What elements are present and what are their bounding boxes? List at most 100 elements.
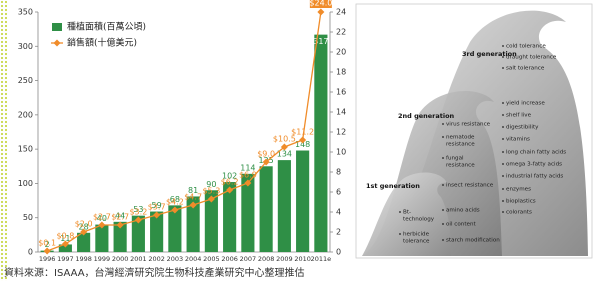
line-value-label: $5.3 xyxy=(202,187,220,196)
bar xyxy=(314,35,327,252)
y2-tick-label: 16 xyxy=(336,88,346,97)
generation-label: 2nd generation xyxy=(398,112,455,120)
bullet xyxy=(502,114,504,116)
x-tick-label: 2005 xyxy=(203,255,220,263)
bullet xyxy=(502,211,504,213)
line-value-label: $3.7 xyxy=(148,203,166,212)
line-value-label: $3.2 xyxy=(129,208,147,217)
y-tick-label: 0 xyxy=(28,248,33,257)
line-value-label: $6.2 xyxy=(221,178,239,187)
y2-tick-label: 12 xyxy=(336,128,346,137)
trait-item: oil content xyxy=(446,222,477,228)
line-marker xyxy=(317,9,324,16)
trait-item: yield increase xyxy=(506,101,545,107)
bullet xyxy=(502,163,504,165)
y-tick-label: 300 xyxy=(18,42,33,51)
trait-item: bioplastics xyxy=(506,199,536,205)
y2-tick-label: 18 xyxy=(336,68,346,77)
page: 資料來源：ISAAA，台灣經濟研究院生物科技產業研究中心整理推估 0 50 100 1… xyxy=(0,0,597,281)
bullet xyxy=(502,200,504,202)
trait-item: industrial fatty acids xyxy=(506,174,563,180)
y-tick-label: 50 xyxy=(23,213,33,222)
trait-item: cold tolerance xyxy=(506,44,546,50)
diagram-shapes xyxy=(356,4,592,258)
legend-label: 種植面積(百萬公頃) xyxy=(67,21,146,33)
bullet xyxy=(502,67,504,69)
y-tick-label: 200 xyxy=(18,110,33,119)
trait-item: starch modification xyxy=(446,238,500,244)
x-tick-label: 2011e xyxy=(311,255,332,263)
bullet xyxy=(399,233,401,235)
y2-tick-label: 2 xyxy=(336,228,341,237)
x-tick-label: 2006 xyxy=(221,255,238,263)
x-tick-label: 2002 xyxy=(148,255,165,263)
y2-tick-label: 20 xyxy=(336,48,346,57)
trait-item: resistance xyxy=(446,142,475,148)
line-value-label: $0.1 xyxy=(38,239,56,248)
trait-item: resistance xyxy=(446,163,475,169)
bar-value-label: 317 xyxy=(313,37,328,46)
line-value-label: $11.2 xyxy=(291,128,314,137)
bullet xyxy=(442,123,444,125)
y-tick-label: 350 xyxy=(18,8,33,17)
bullet xyxy=(502,56,504,58)
y-tick-label: 150 xyxy=(18,145,33,154)
x-tick-label: 1999 xyxy=(94,255,111,263)
line-value-label: $4.7 xyxy=(184,193,202,202)
bullet xyxy=(442,184,444,186)
trait-item: fungal xyxy=(446,156,464,162)
x-tick-label: 2004 xyxy=(185,255,202,263)
x-tick-label: 1998 xyxy=(75,255,92,263)
bullet xyxy=(442,157,444,159)
line-value-label: $2.0 xyxy=(75,220,93,229)
bullet xyxy=(502,175,504,177)
trait-item: enzymes xyxy=(506,187,531,193)
line-value-label: $6.9 xyxy=(239,171,257,180)
y2-tick-label: 14 xyxy=(336,108,346,117)
trait-item: vitamins xyxy=(506,137,530,143)
line-value-label: $2.7 xyxy=(111,213,129,222)
trait-item: insect resistance xyxy=(446,183,494,189)
x-tick-label: 2001 xyxy=(130,255,147,263)
y2-tick-label: 4 xyxy=(336,208,341,217)
bar xyxy=(278,160,291,252)
y2-tick-label: 8 xyxy=(336,168,341,177)
y-tick-label: 100 xyxy=(18,179,33,188)
bullet xyxy=(502,188,504,190)
bar xyxy=(95,225,108,252)
generation-label: 1st generation xyxy=(366,182,420,190)
y-tick-label: 250 xyxy=(18,76,33,85)
bullet xyxy=(502,126,504,128)
bullet xyxy=(502,102,504,104)
legend-label: 銷售額(十億美元) xyxy=(67,37,137,49)
x-tick-label: 1996 xyxy=(39,255,56,263)
trait-item: omega 3-fatty acids xyxy=(506,162,562,168)
bullet xyxy=(442,239,444,241)
x-tick-label: 2003 xyxy=(167,255,184,263)
bullet xyxy=(502,151,504,153)
trait-item: draught tolerance xyxy=(506,55,557,61)
bullet xyxy=(442,223,444,225)
trait-item: amino acids xyxy=(446,208,480,214)
trait-item: Bt- xyxy=(403,210,411,216)
trait-item: virus resistance xyxy=(446,122,491,128)
trait-item: salt tolerance xyxy=(506,66,545,72)
y2-tick-label: 24 xyxy=(336,8,346,17)
trait-item: shelf live xyxy=(506,113,532,119)
bar xyxy=(296,151,309,252)
bullet xyxy=(442,209,444,211)
trait-item: tolerance xyxy=(403,239,430,245)
source-note: 資料來源：ISAAA，台灣經濟研究院生物科技產業研究中心整理推估 xyxy=(4,266,305,279)
x-tick-label: 2008 xyxy=(258,255,275,263)
trait-item: digestibility xyxy=(506,125,539,131)
legend-swatch xyxy=(52,23,62,31)
bullet xyxy=(442,136,444,138)
y2-tick-label: 22 xyxy=(336,28,346,37)
x-tick-label: 2009 xyxy=(276,255,293,263)
x-tick-label: 2010 xyxy=(294,255,311,263)
trait-item: technology xyxy=(403,217,435,223)
y2-tick-label: 0 xyxy=(336,248,341,257)
line-value-label: $2.7 xyxy=(93,213,111,222)
line-value-label: $4.2 xyxy=(166,198,184,207)
y2-tick-label: 6 xyxy=(336,188,341,197)
